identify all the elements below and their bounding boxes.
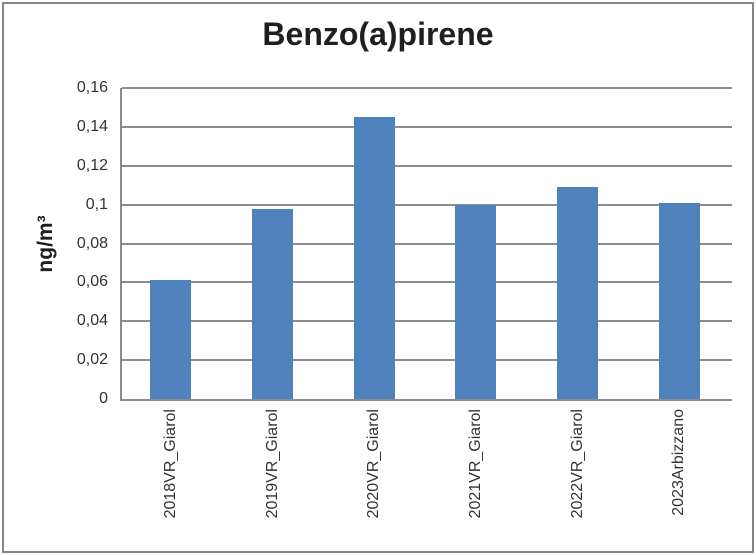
bar [252,208,293,399]
x-tick-label: 2023Arbizzano [670,409,688,516]
gridline [122,281,732,284]
gridline [122,359,732,362]
y-tick-label: 0,16 [76,79,108,96]
gridline [122,164,732,167]
y-tick-label: 0,06 [76,273,108,291]
y-tick-label: 0,02 [76,351,108,369]
y-tick-label: 0,12 [76,156,108,174]
gridline [122,125,732,128]
y-tick-label: 0 [99,390,108,407]
gridline [122,320,732,323]
x-tick-label: 2021VR_Giarol [466,409,484,519]
bar [658,202,700,399]
bar [353,117,395,399]
x-tick-label: 2018VR_Giarol [161,409,179,519]
chart-title: Benzo(a)pirene [262,16,494,52]
plot-area [120,87,732,401]
x-tick-label: 2020VR_Giarol [365,409,383,519]
x-tick-label: 2019VR_Giarol [263,409,281,519]
bar [455,204,497,399]
gridline [122,242,732,245]
bar [557,187,598,399]
y-tick-label: 0,04 [76,312,108,330]
gridline [122,87,732,89]
y-tick-label: 0,1 [85,195,108,213]
gridline [122,203,732,206]
y-tick-label: 0,14 [76,117,108,135]
x-tick-label: 2022VR_Giarol [568,409,586,519]
y-tick-label: 0,08 [76,234,108,252]
bar [150,280,192,399]
